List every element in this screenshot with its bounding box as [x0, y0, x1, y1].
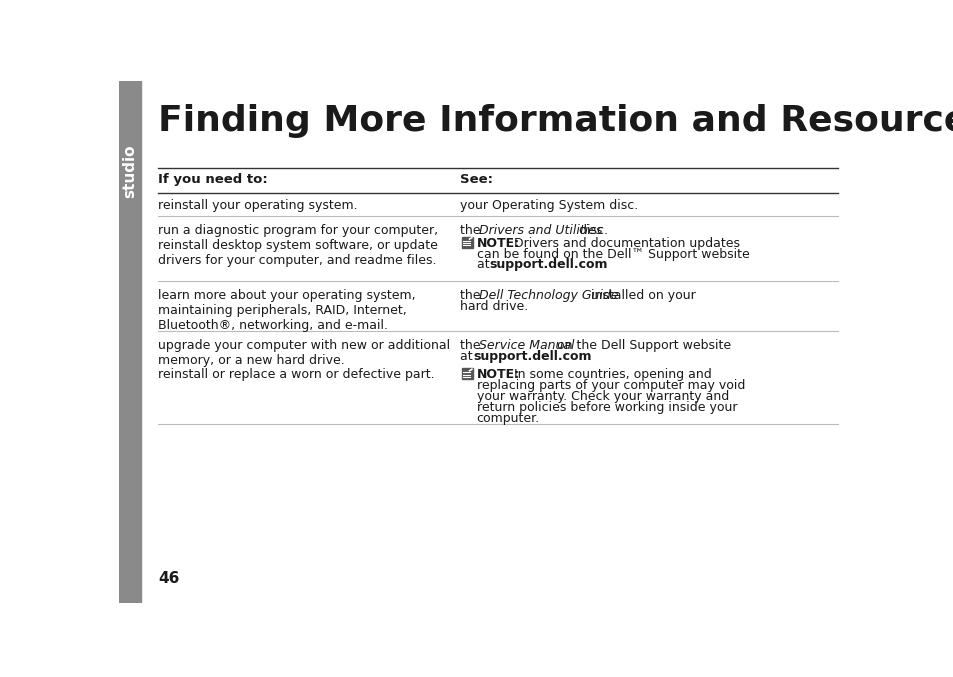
- Text: on the Dell Support website: on the Dell Support website: [553, 339, 731, 352]
- Text: computer.: computer.: [476, 412, 539, 424]
- Text: reinstall or replace a worn or defective part.: reinstall or replace a worn or defective…: [158, 368, 435, 381]
- Text: your Operating System disc.: your Operating System disc.: [459, 199, 638, 212]
- Text: run a diagnostic program for your computer,
reinstall desktop system software, o: run a diagnostic program for your comput…: [158, 223, 437, 267]
- Text: installed on your: installed on your: [587, 289, 696, 302]
- Text: Finding More Information and Resources: Finding More Information and Resources: [158, 104, 953, 137]
- Text: 46: 46: [158, 571, 179, 586]
- Text: the: the: [459, 339, 484, 352]
- Text: the: the: [459, 223, 484, 237]
- Text: Dell Technology Guide: Dell Technology Guide: [478, 289, 618, 302]
- Text: support.dell.com: support.dell.com: [489, 259, 607, 271]
- Text: Service Manual: Service Manual: [478, 339, 574, 352]
- Text: at: at: [476, 259, 493, 271]
- Text: .: .: [580, 259, 584, 271]
- Bar: [461, 368, 472, 379]
- Text: support.dell.com: support.dell.com: [473, 350, 591, 363]
- Text: upgrade your computer with new or additional
memory, or a new hard drive.: upgrade your computer with new or additi…: [158, 339, 450, 367]
- Text: NOTE:: NOTE:: [476, 368, 519, 381]
- Text: the: the: [459, 289, 484, 302]
- Text: your warranty. Check your warranty and: your warranty. Check your warranty and: [476, 390, 728, 403]
- Bar: [119, 81, 141, 603]
- Text: learn more about your operating system,
maintaining peripherals, RAID, Internet,: learn more about your operating system, …: [158, 289, 416, 332]
- Text: hard drive.: hard drive.: [459, 300, 528, 313]
- Bar: [461, 237, 472, 248]
- Text: See:: See:: [459, 173, 493, 186]
- Text: can be found on the Dell™ Support website: can be found on the Dell™ Support websit…: [476, 248, 748, 261]
- Text: If you need to:: If you need to:: [158, 173, 268, 186]
- Text: at: at: [459, 350, 476, 363]
- Text: reinstall your operating system.: reinstall your operating system.: [158, 199, 357, 212]
- Text: NOTE:: NOTE:: [476, 237, 519, 250]
- Text: studio: studio: [123, 145, 137, 198]
- Text: return policies before working inside your: return policies before working inside yo…: [476, 401, 737, 414]
- Text: Drivers and Utilities: Drivers and Utilities: [478, 223, 602, 237]
- Text: In some countries, opening and: In some countries, opening and: [510, 368, 711, 381]
- Text: disc.: disc.: [575, 223, 607, 237]
- Text: replacing parts of your computer may void: replacing parts of your computer may voi…: [476, 379, 744, 392]
- Text: Drivers and documentation updates: Drivers and documentation updates: [510, 237, 740, 250]
